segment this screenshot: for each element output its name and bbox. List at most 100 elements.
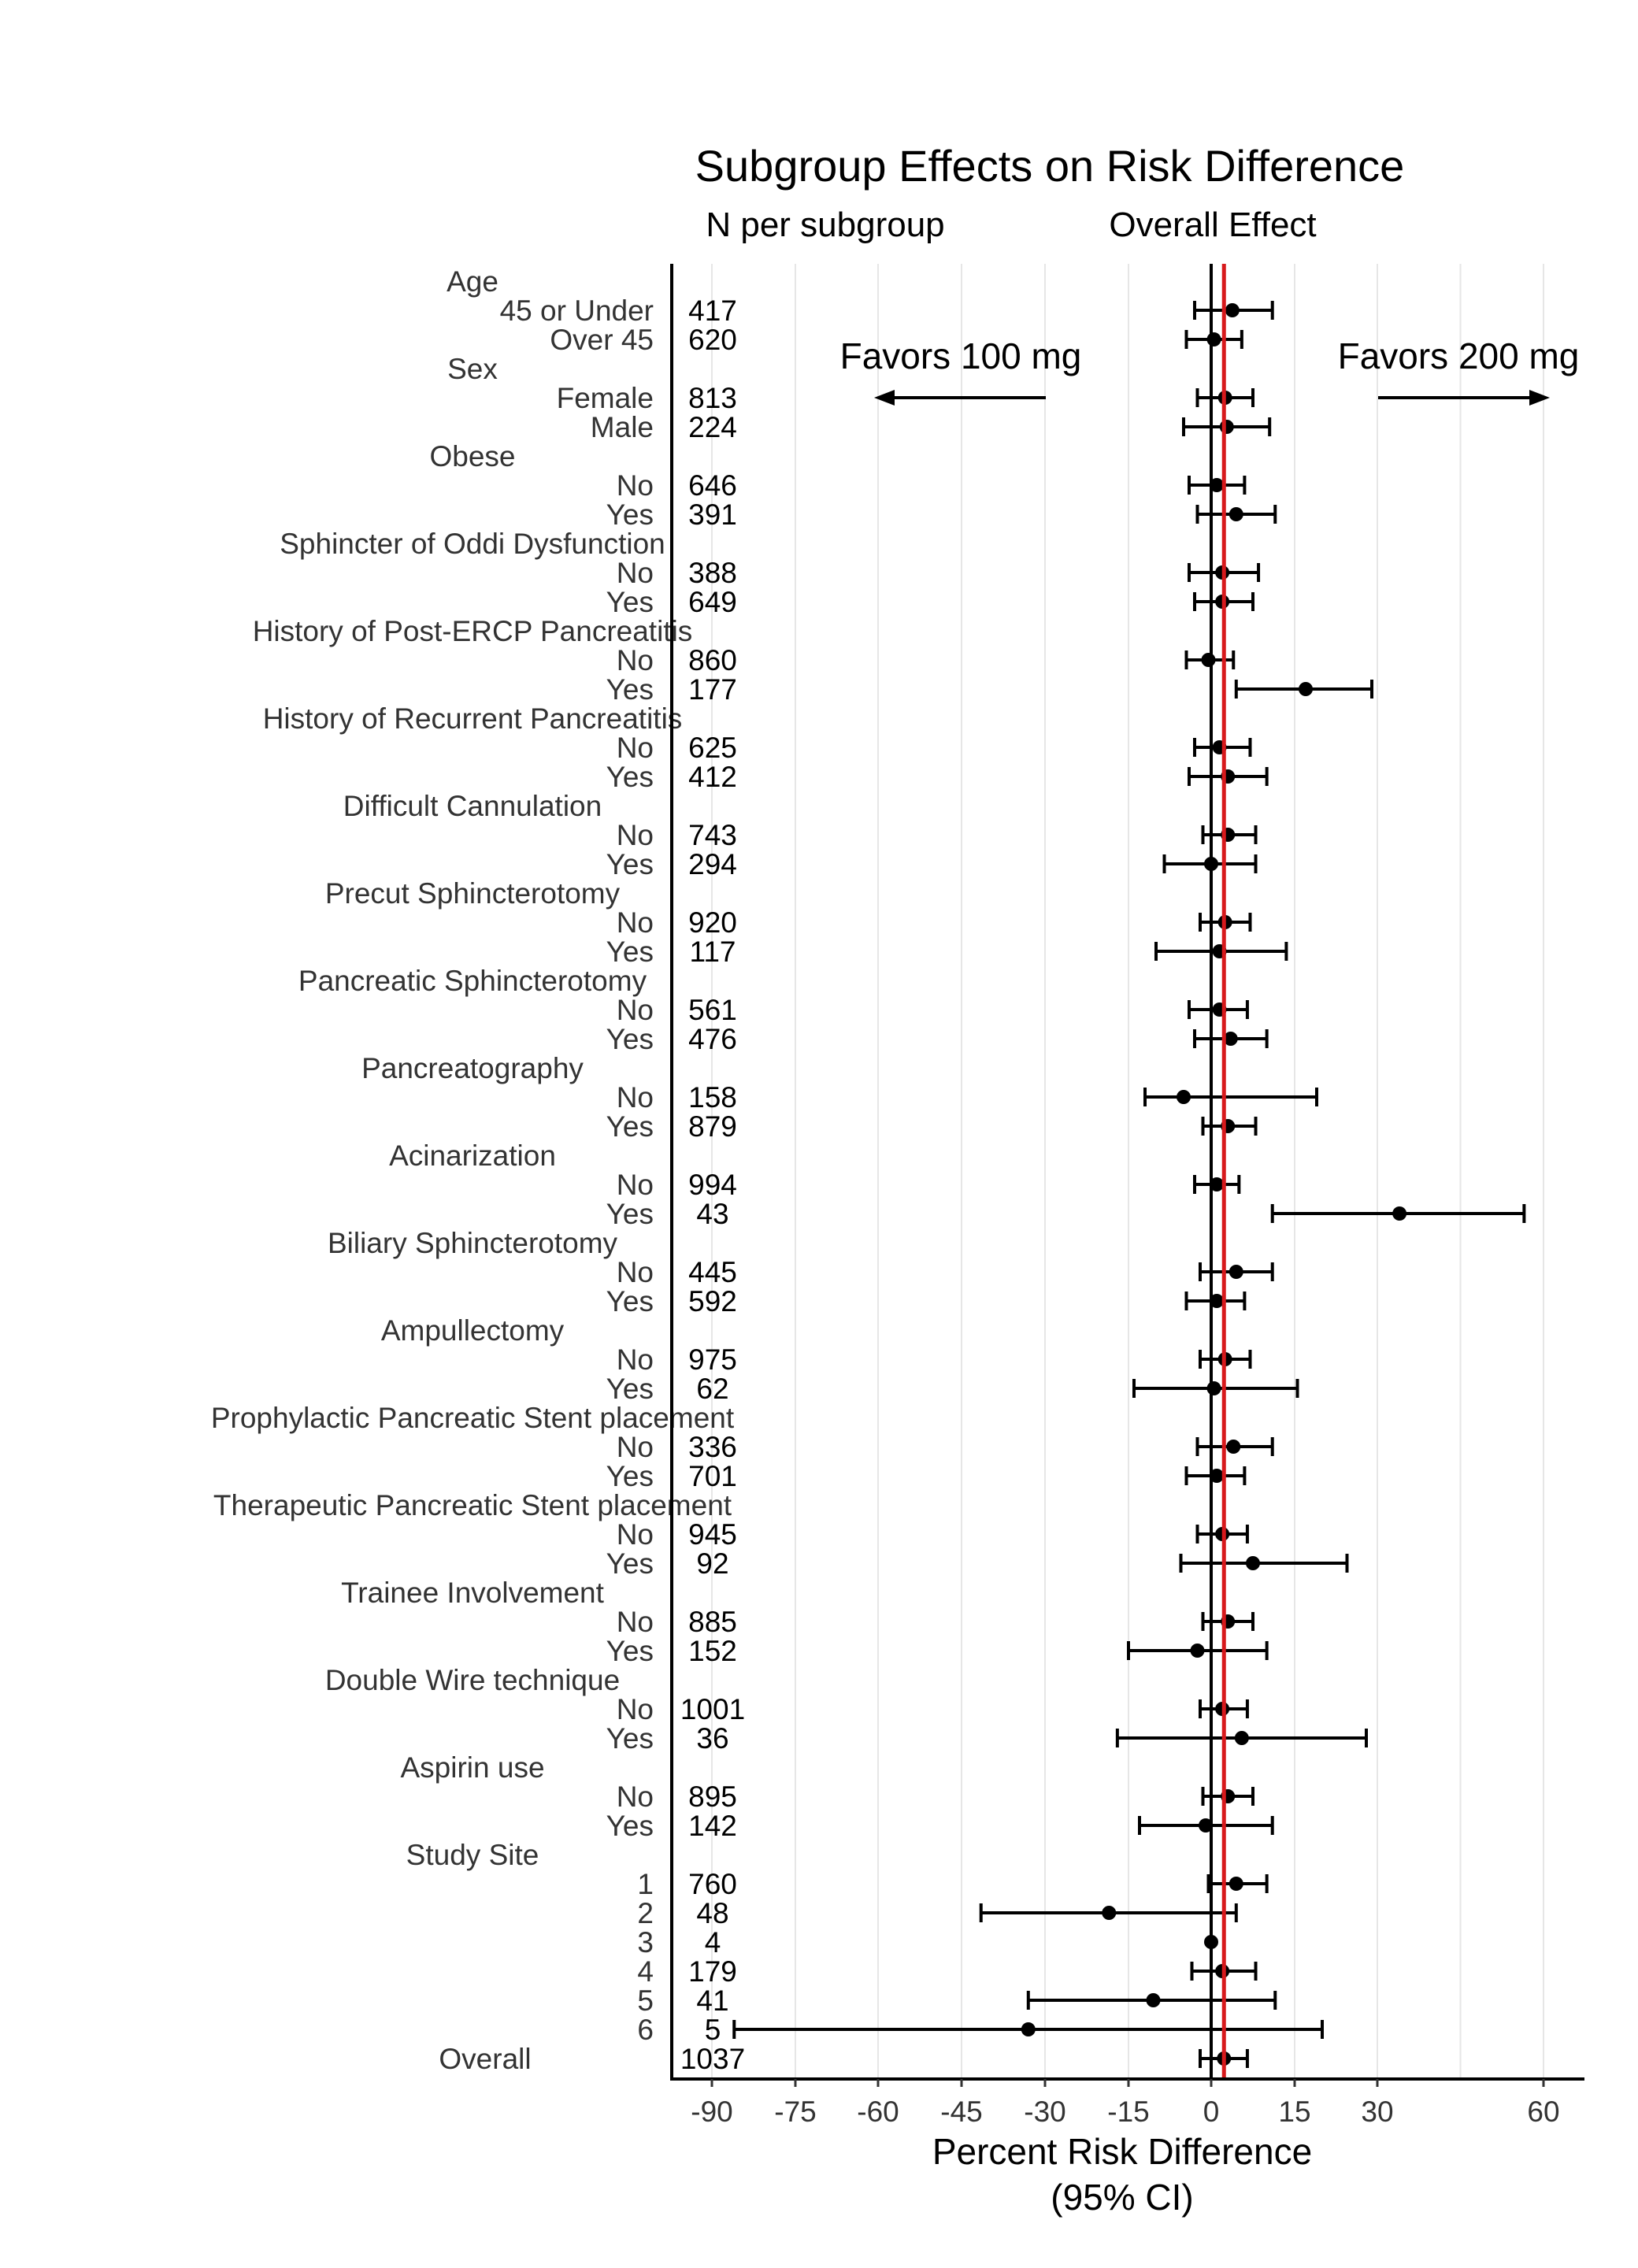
subgroup-label: 6 bbox=[637, 2014, 654, 2046]
n-value: 743 bbox=[688, 819, 737, 851]
gridlines bbox=[711, 264, 1544, 2077]
x-tick-label: -45 bbox=[940, 2096, 982, 2128]
group-label: Obese bbox=[429, 440, 515, 472]
point-estimate bbox=[1225, 303, 1240, 317]
point-estimate bbox=[1206, 332, 1221, 346]
subgroup-label: Yes bbox=[606, 1722, 654, 1755]
subgroup-label: Yes bbox=[606, 1110, 654, 1143]
n-value: 646 bbox=[688, 469, 737, 502]
n-value: 760 bbox=[688, 1868, 737, 1900]
group-label: Prophylactic Pancreatic Stent placement bbox=[211, 1402, 735, 1434]
point-estimate bbox=[1201, 653, 1216, 667]
subgroup-label: 5 bbox=[637, 1984, 654, 2017]
group-label: Sex bbox=[447, 353, 498, 385]
n-value: 561 bbox=[688, 994, 737, 1026]
n-value: 417 bbox=[688, 295, 737, 327]
point-estimate bbox=[1210, 1469, 1225, 1483]
point-estimate bbox=[1392, 1206, 1407, 1221]
point-estimate bbox=[1223, 1032, 1238, 1046]
x-axis-label-line2: (95% CI) bbox=[1051, 2177, 1193, 2218]
point-estimate bbox=[1206, 1381, 1221, 1395]
subgroup-label: Yes bbox=[606, 761, 654, 793]
subgroup-label: Yes bbox=[606, 1198, 654, 1230]
subgroup-label: No bbox=[617, 1606, 654, 1638]
chart-title: Subgroup Effects on Risk Difference bbox=[695, 141, 1405, 191]
group-label: Double Wire technique bbox=[325, 1664, 620, 1696]
subgroup-label: No bbox=[617, 1256, 654, 1288]
subgroup-label: No bbox=[617, 906, 654, 939]
x-ticks: -90 -75 -60 -45 -30 -15 0 15 30 60 bbox=[691, 2079, 1560, 2128]
group-label: Study Site bbox=[406, 1839, 539, 1871]
x-tick-label: -90 bbox=[691, 2096, 732, 2128]
subgroup-label: No bbox=[617, 644, 654, 676]
n-value: 879 bbox=[688, 1110, 737, 1143]
subgroup-label: No bbox=[617, 732, 654, 764]
favors-left-arrow bbox=[874, 390, 1046, 406]
n-value: 152 bbox=[688, 1635, 737, 1667]
subgroup-label: Yes bbox=[606, 848, 654, 880]
n-value: 860 bbox=[688, 644, 737, 676]
n-value: 177 bbox=[688, 673, 737, 706]
subgroup-label: Over 45 bbox=[550, 324, 654, 356]
point-estimate bbox=[1177, 1090, 1191, 1104]
group-label: Biliary Sphincterotomy bbox=[328, 1227, 618, 1259]
group-label: Sphincter of Oddi Dysfunction bbox=[280, 528, 665, 560]
subgroup-label: Yes bbox=[606, 1285, 654, 1317]
n-value: 142 bbox=[688, 1810, 737, 1842]
n-value: 649 bbox=[688, 586, 737, 618]
n-value: 945 bbox=[688, 1518, 737, 1551]
point-estimate bbox=[1021, 2022, 1036, 2036]
n-value: 885 bbox=[688, 1606, 737, 1638]
n-value: 48 bbox=[696, 1897, 728, 1929]
x-axis-label-line1: Percent Risk Difference bbox=[932, 2131, 1312, 2172]
subgroup-label: Male bbox=[591, 411, 654, 443]
subgroup-label: Yes bbox=[606, 498, 654, 531]
point-estimate bbox=[1246, 1556, 1260, 1570]
subgroup-label: Yes bbox=[606, 1460, 654, 1492]
group-label: Therapeutic Pancreatic Stent placement bbox=[213, 1489, 732, 1521]
point-estimate bbox=[1146, 1993, 1161, 2007]
point-estimate bbox=[1190, 1644, 1205, 1658]
n-value: 117 bbox=[690, 936, 736, 968]
x-tick-label: -60 bbox=[857, 2096, 899, 2128]
group-label: Difficult Cannulation bbox=[343, 790, 602, 822]
point-estimate bbox=[1228, 1265, 1243, 1279]
n-value: 43 bbox=[696, 1198, 728, 1230]
n-value: 391 bbox=[688, 498, 737, 531]
x-tick-label: 0 bbox=[1203, 2096, 1220, 2128]
point-estimate bbox=[1210, 1177, 1225, 1191]
subgroup-label: Yes bbox=[606, 936, 654, 968]
group-label: Age bbox=[447, 265, 498, 298]
subgroup-label: Yes bbox=[606, 586, 654, 618]
point-estimate bbox=[1210, 478, 1225, 492]
subgroup-label: 1 bbox=[637, 1868, 654, 1900]
subgroup-label: Yes bbox=[606, 673, 654, 706]
point-estimate bbox=[1199, 1818, 1213, 1833]
n-value: 1001 bbox=[680, 1693, 745, 1725]
n-value: 179 bbox=[688, 1955, 737, 1988]
n-value: 4 bbox=[705, 1926, 721, 1959]
group-label: Aspirin use bbox=[400, 1751, 544, 1784]
n-value: 158 bbox=[688, 1081, 737, 1114]
subgroup-label: Female bbox=[557, 382, 654, 414]
point-estimate bbox=[1228, 507, 1243, 521]
overall-effect-header: Overall Effect bbox=[1109, 206, 1316, 244]
x-tick-label: 15 bbox=[1278, 2096, 1310, 2128]
subgroup-label: No bbox=[617, 994, 654, 1026]
favors-left-label: Favors 100 mg bbox=[840, 335, 1082, 376]
group-label: Pancreatography bbox=[361, 1052, 584, 1084]
n-value: 62 bbox=[696, 1373, 728, 1405]
subgroup-label: Overall bbox=[439, 2043, 531, 2075]
point-estimate bbox=[1234, 1731, 1249, 1745]
x-tick-label: -75 bbox=[774, 2096, 816, 2128]
subgroup-label: Yes bbox=[606, 1810, 654, 1842]
x-tick-label: -30 bbox=[1024, 2096, 1065, 2128]
group-label: Pancreatic Sphincterotomy bbox=[298, 965, 647, 997]
n-value: 620 bbox=[688, 324, 737, 356]
subgroup-label: 2 bbox=[637, 1897, 654, 1929]
favors-right-arrow bbox=[1378, 390, 1550, 406]
n-value: 592 bbox=[688, 1285, 737, 1317]
n-value: 994 bbox=[688, 1169, 737, 1201]
point-estimate bbox=[1219, 420, 1234, 434]
